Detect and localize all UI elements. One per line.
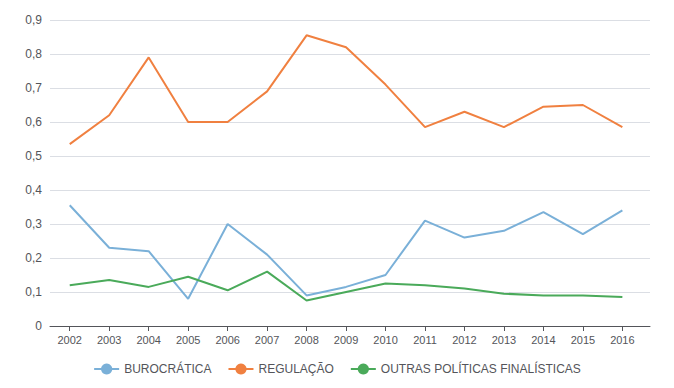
svg-text:0,6: 0,6	[25, 115, 42, 129]
svg-text:2016: 2016	[610, 334, 634, 346]
svg-text:2014: 2014	[531, 334, 555, 346]
svg-text:2005: 2005	[176, 334, 200, 346]
svg-text:2006: 2006	[215, 334, 239, 346]
svg-text:0,9: 0,9	[25, 13, 42, 27]
svg-text:0,2: 0,2	[25, 251, 42, 265]
svg-text:0,4: 0,4	[25, 183, 42, 197]
svg-text:0,8: 0,8	[25, 47, 42, 61]
svg-text:2009: 2009	[334, 334, 358, 346]
svg-text:REGULAÇÃO: REGULAÇÃO	[258, 362, 333, 376]
svg-text:2002: 2002	[57, 334, 81, 346]
svg-text:2007: 2007	[255, 334, 279, 346]
svg-text:2003: 2003	[97, 334, 121, 346]
svg-text:0,1: 0,1	[25, 285, 42, 299]
svg-text:BUROCRÁTICA: BUROCRÁTICA	[124, 361, 211, 376]
svg-text:2013: 2013	[492, 334, 516, 346]
svg-text:OUTRAS POLÍTICAS FINALÍSTICAS: OUTRAS POLÍTICAS FINALÍSTICAS	[381, 361, 581, 376]
svg-text:2015: 2015	[571, 334, 595, 346]
svg-text:0: 0	[35, 319, 42, 333]
svg-text:0,5: 0,5	[25, 149, 42, 163]
svg-text:2008: 2008	[294, 334, 318, 346]
svg-text:0,7: 0,7	[25, 81, 42, 95]
svg-text:2011: 2011	[413, 334, 437, 346]
svg-text:0,3: 0,3	[25, 217, 42, 231]
svg-text:2004: 2004	[136, 334, 160, 346]
svg-text:2012: 2012	[452, 334, 476, 346]
svg-text:2010: 2010	[373, 334, 397, 346]
